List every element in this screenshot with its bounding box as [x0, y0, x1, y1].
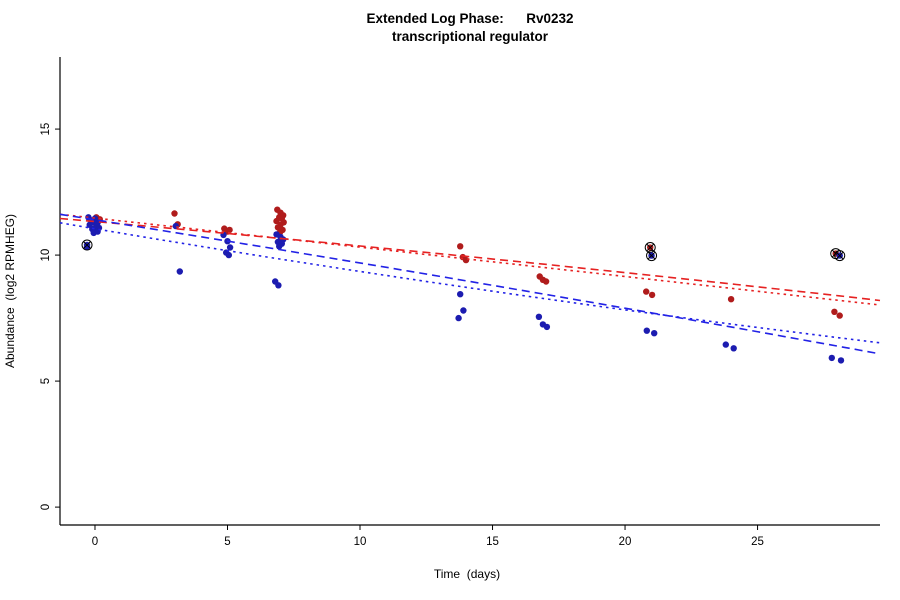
red-data-point — [542, 278, 550, 285]
red-data-point — [831, 308, 838, 315]
x-tick-label: 10 — [354, 536, 367, 548]
blue-data-point — [457, 291, 464, 298]
x-axis-label: Time (days) — [434, 567, 500, 581]
flag-circle-icon — [644, 242, 656, 254]
plot-area: 0 5 10 15 20 25 0 5 10 15 — [40, 57, 881, 548]
red-data-point — [171, 210, 178, 217]
trend-line-blue-dotted — [59, 222, 881, 344]
y-tick-label: 0 — [40, 504, 52, 510]
blue-data-point — [722, 341, 729, 348]
y-tick-label: 5 — [40, 378, 52, 384]
red-data-point — [457, 243, 464, 250]
flag-circle-icon — [646, 250, 658, 262]
x-tick-label: 15 — [486, 536, 499, 548]
x-tick-label: 5 — [224, 536, 230, 548]
chart-subtitle: transcriptional regulator — [392, 29, 549, 44]
y-tick-label: 10 — [40, 249, 52, 262]
blue-data-point — [225, 251, 232, 259]
blue-data-point — [837, 357, 845, 364]
flag-circle-icon — [834, 250, 846, 262]
x-tick-label: 20 — [619, 536, 632, 548]
trend-line-red-dashed — [59, 217, 881, 302]
blue-data-point — [90, 229, 97, 237]
flag-cross-icon — [83, 241, 91, 249]
red-data-point — [274, 224, 282, 231]
x-tick-label: 25 — [751, 536, 764, 548]
flag-cross-icon — [835, 251, 844, 260]
flag-circle-icon — [81, 239, 93, 251]
blue-data-point — [455, 314, 462, 322]
blue-data-point — [643, 327, 650, 334]
x-tick-label: 0 — [92, 536, 98, 548]
red-data-point — [727, 296, 735, 303]
blue-data-point — [226, 244, 234, 251]
flag-cross-icon — [647, 251, 656, 260]
red-data-point — [643, 288, 650, 295]
trend-line-red-dotted — [59, 213, 881, 306]
red-data-point — [462, 256, 470, 264]
blue-data-point — [543, 323, 551, 331]
blue-data-point — [276, 243, 283, 250]
blue-data-point — [730, 345, 737, 352]
blue-data-point — [275, 282, 282, 289]
blue-data-point — [176, 268, 183, 275]
y-axis-label: Abundance (log2 RPMHEG) — [3, 214, 17, 368]
blue-data-point — [828, 354, 835, 362]
blue-data-point — [460, 307, 467, 314]
chart-title: Extended Log Phase: Rv0232 — [366, 11, 573, 26]
trend-line-blue-dashed — [59, 213, 881, 355]
y-tick-label: 15 — [40, 123, 52, 136]
blue-data-point — [535, 313, 543, 320]
blue-data-point — [651, 330, 658, 337]
flag-cross-icon — [646, 243, 655, 252]
red-data-point — [648, 291, 656, 299]
red-data-point — [836, 312, 843, 319]
